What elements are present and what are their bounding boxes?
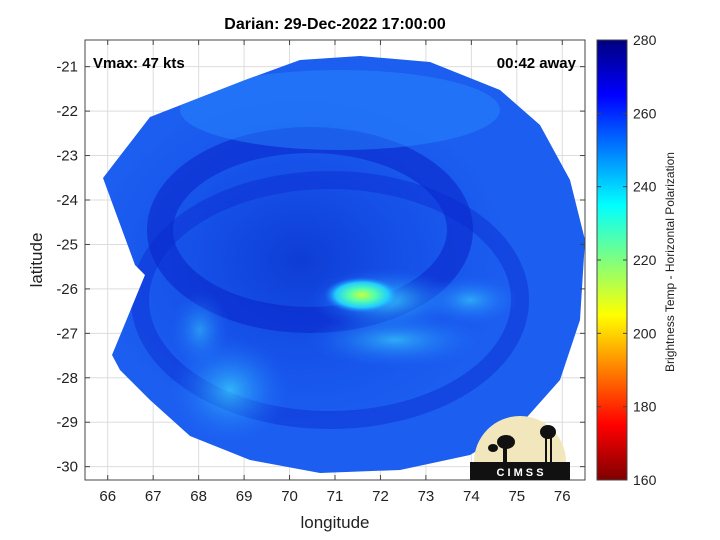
vmax-annotation: Vmax: 47 kts — [93, 55, 185, 72]
colorbar-tick-label: 220 — [633, 252, 657, 268]
band-bright-north — [180, 70, 500, 150]
chart-title: Darian: 29-Dec-2022 17:00:00 — [224, 16, 446, 33]
y-tick-label: -29 — [56, 414, 78, 431]
x-tick-label: 73 — [418, 488, 435, 505]
x-tick-label: 69 — [236, 488, 253, 505]
colorbar-tick-label: 240 — [633, 179, 657, 195]
x-tick-label: 75 — [508, 488, 525, 505]
x-tick-label: 74 — [463, 488, 480, 505]
y-tick-label: -23 — [56, 148, 78, 165]
storm-core — [324, 277, 400, 313]
y-tick-label: -27 — [56, 325, 78, 342]
x-tick-label: 76 — [554, 488, 571, 505]
x-tick-label: 68 — [190, 488, 207, 505]
y-tick-labels: -21 -22 -23 -24 -25 -26 -27 -28 -29 -30 — [56, 59, 78, 476]
colorbar-tick-label: 280 — [633, 32, 657, 48]
y-tick-label: -26 — [56, 281, 78, 298]
y-tick-label: -24 — [56, 192, 78, 209]
colorbar-label: Brightness Temp - Horizontal Polarizatio… — [663, 152, 677, 372]
cimss-logo: C I M S S — [470, 416, 570, 480]
band-bright-west — [170, 290, 230, 370]
y-axis-label: latitude — [27, 233, 46, 288]
x-tick-labels: 66 67 68 69 70 71 72 73 74 75 76 — [99, 488, 570, 505]
y-tick-label: -22 — [56, 103, 78, 120]
y-tick-label: -28 — [56, 370, 78, 387]
y-tick-label: -21 — [56, 59, 78, 76]
colorbar-tick-label: 200 — [633, 325, 657, 341]
colorbar-tick-label: 160 — [633, 472, 657, 488]
x-tick-label: 71 — [327, 488, 344, 505]
colorbar-tick-label: 260 — [633, 105, 657, 121]
axis-ticks — [85, 40, 585, 480]
colorbar-ticks: 280 260 240 220 200 180 160 — [597, 32, 657, 488]
colorbar-tick-label: 180 — [633, 399, 657, 415]
y-tick-label: -25 — [56, 236, 78, 253]
colorbar — [596, 39, 628, 481]
time-away-annotation: 00:42 away — [497, 55, 577, 72]
x-tick-label: 66 — [99, 488, 116, 505]
x-axis-label: longitude — [300, 513, 369, 532]
x-tick-label: 70 — [281, 488, 298, 505]
cimss-logo-text: C I M S S — [496, 467, 543, 479]
spiral-band-dark-1 — [147, 127, 473, 333]
imagery-swath — [103, 56, 585, 473]
x-tick-label: 72 — [372, 488, 389, 505]
x-tick-label: 67 — [145, 488, 162, 505]
y-tick-label: -30 — [56, 459, 78, 476]
